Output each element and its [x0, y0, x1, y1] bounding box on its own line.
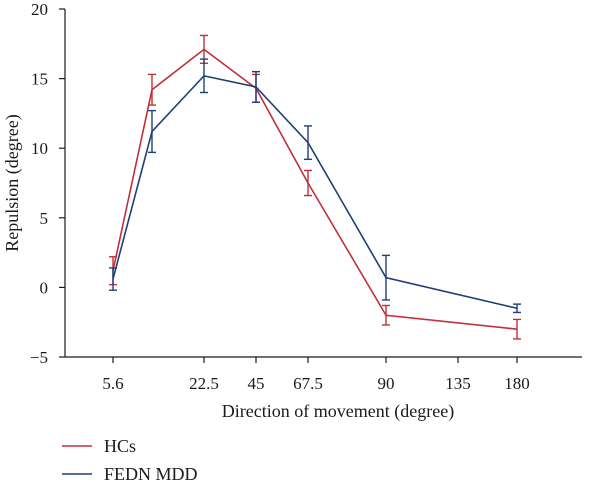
legend-label: FEDN MDD — [104, 464, 198, 484]
y-tick-label: 10 — [31, 139, 48, 158]
x-tick-label: 135 — [445, 374, 471, 393]
legend: HCs FEDN MDD — [62, 436, 198, 484]
error-bar — [304, 169, 312, 197]
series-layer — [109, 34, 521, 340]
y-axis-title: Repulsion (degree) — [2, 114, 23, 251]
error-bar — [148, 73, 156, 106]
y-axis-ticks: −5 0 5 10 15 20 — [30, 0, 65, 367]
legend-item: HCs — [62, 436, 136, 456]
series-line — [112, 48, 518, 330]
error-bar — [513, 318, 521, 340]
legend-label: HCs — [104, 436, 136, 456]
x-tick-label: 67.5 — [293, 374, 323, 393]
series-line — [112, 74, 518, 310]
y-tick-label: −5 — [30, 348, 48, 367]
y-tick-label: 0 — [40, 278, 49, 297]
x-axis-title: Direction of movement (degree) — [222, 401, 454, 422]
error-bar — [148, 109, 156, 154]
error-bar — [304, 125, 312, 161]
error-bar — [109, 267, 117, 291]
x-axis-ticks: 5.6 22.5 45 67.5 90 135 180 — [102, 357, 530, 393]
y-tick-label: 20 — [31, 0, 48, 19]
x-tick-label: 45 — [248, 374, 265, 393]
x-tick-label: 5.6 — [102, 374, 123, 393]
series-1 — [109, 34, 521, 340]
error-bar — [382, 304, 390, 326]
x-tick-label: 22.5 — [189, 374, 219, 393]
error-bar — [252, 70, 260, 103]
y-tick-label: 5 — [40, 209, 49, 228]
legend-item: FEDN MDD — [62, 464, 198, 484]
error-bar — [513, 303, 521, 314]
error-bar — [382, 254, 390, 301]
error-bar — [200, 58, 208, 94]
x-tick-label: 90 — [378, 374, 395, 393]
y-tick-label: 15 — [31, 70, 48, 89]
series-2 — [109, 58, 521, 314]
x-tick-label: 180 — [504, 374, 530, 393]
